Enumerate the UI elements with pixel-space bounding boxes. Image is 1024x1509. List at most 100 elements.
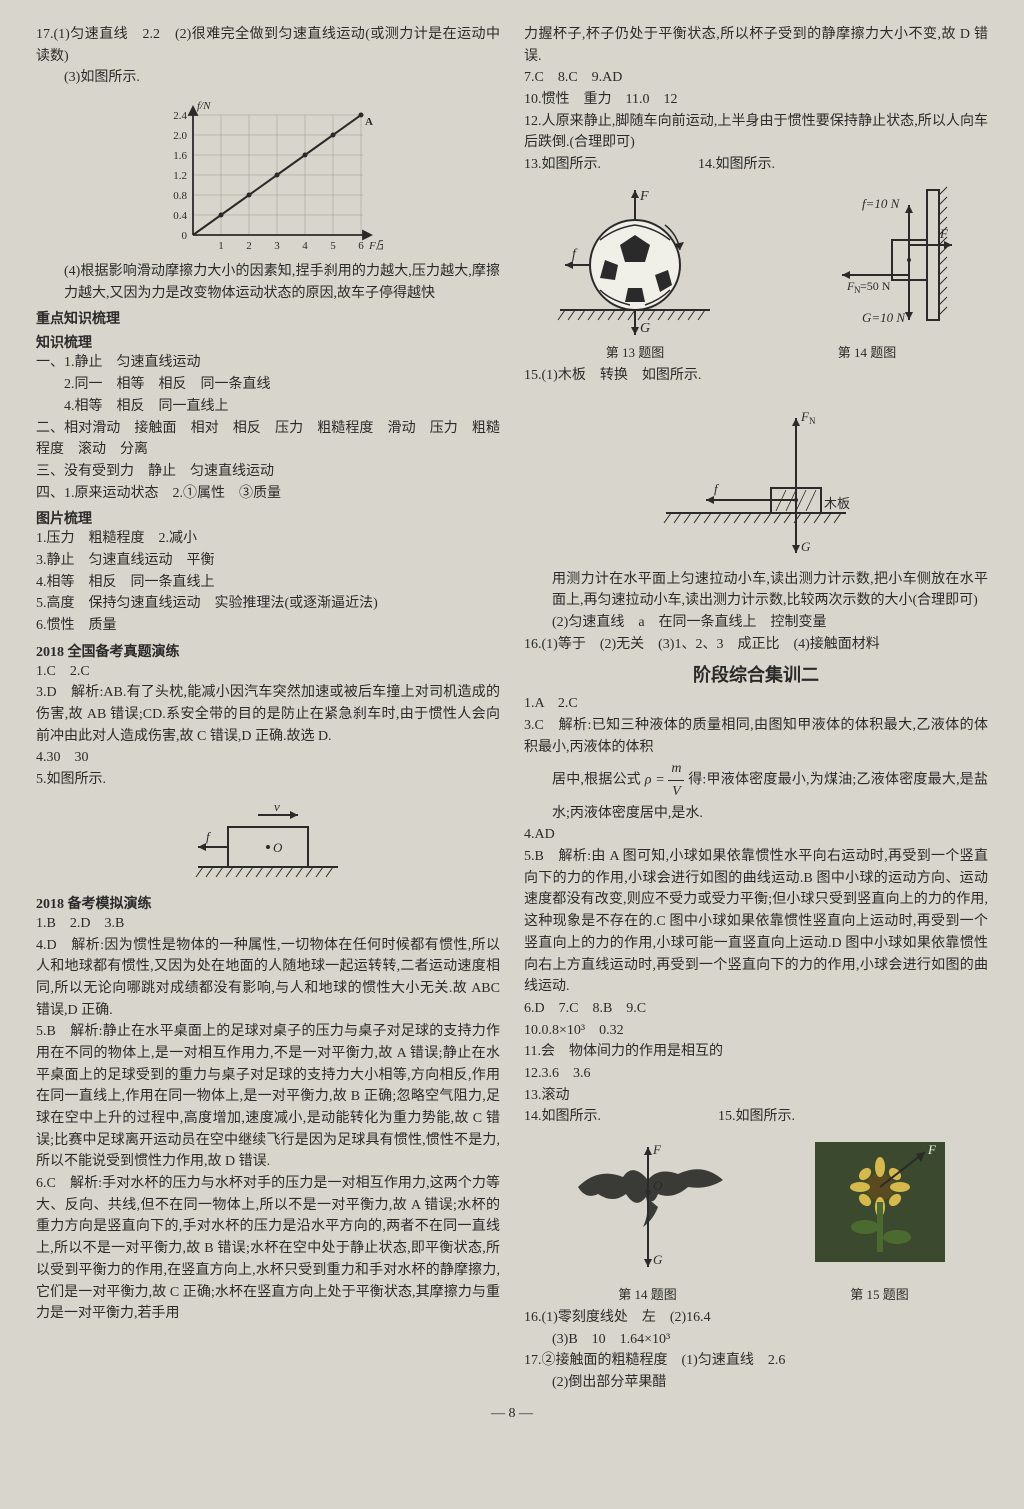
p1: 1.压力 粗糙程度 2.减小 <box>36 528 500 550</box>
b11: 11.会 物体间力的作用是相互的 <box>524 1041 988 1063</box>
b6: 6.D 7.C 8.B 9.C <box>524 998 988 1020</box>
svg-text:1.2: 1.2 <box>173 170 187 182</box>
svg-text:O: O <box>653 1178 663 1193</box>
svg-text:2.4: 2.4 <box>173 110 187 122</box>
svg-text:O: O <box>273 840 283 855</box>
svg-text:0.4: 0.4 <box>173 210 187 222</box>
b3: 3.C 解析:已知三种液体的质量相同,由图知甲液体的体积最大,乙液体的体积最小,… <box>524 715 988 758</box>
left-column: 17.(1)匀速直线 2.2 (2)很难完全做到匀速直线运动(或测力计是在运动中… <box>36 24 500 1394</box>
svg-text:F: F <box>939 226 949 241</box>
svg-text:2: 2 <box>246 240 252 252</box>
q17-line1: 17.(1)匀速直线 2.2 (2)很难完全做到匀速直线运动(或测力计是在运动中… <box>36 24 500 67</box>
svg-text:1.6: 1.6 <box>173 150 187 162</box>
b17b: (2)倒出部分苹果醋 <box>524 1372 988 1394</box>
a15b: 用测力计在水平面上匀速拉动小车,读出测力计示数,把小车侧放在水平面上,再匀速拉动… <box>524 569 988 612</box>
svg-text:1: 1 <box>218 240 224 252</box>
i1b: 2.同一 相等 相反 同一条直线 <box>36 374 500 396</box>
i1a: 一、1.静止 匀速直线运动 <box>36 352 500 374</box>
svg-text:G=10 N: G=10 N <box>862 310 906 325</box>
bkmn-title: 2018 备考模拟演练 <box>36 893 500 913</box>
right-column: 力握杯子,杯子仍处于平衡状态,所以杯子受到的静摩擦力大小不变,故 D 错误. 7… <box>524 24 988 1394</box>
q17-line2: (3)如图所示. <box>36 67 500 89</box>
b16: 16.(1)零刻度线处 左 (2)16.4 <box>524 1307 988 1329</box>
svg-text:F: F <box>639 189 649 204</box>
a789: 7.C 8.C 9.AD <box>524 67 988 89</box>
a3: 3.D 解析:AB.有了头枕,能减小因汽车突然加速或被后车撞上对司机造成的伤害,… <box>36 682 500 747</box>
svg-text:6: 6 <box>358 240 364 252</box>
fig15b: F 第 15 题图 <box>805 1132 955 1303</box>
svg-text:0: 0 <box>182 230 188 242</box>
a5-diagram: O v f <box>36 797 500 887</box>
b1: 1.A 2.C <box>524 693 988 715</box>
svg-text:G: G <box>801 539 811 554</box>
fig14: f=10 N F F N =50 N G=10 N 第 14 题图 <box>772 180 962 361</box>
a5: 5.如图所示. <box>36 769 500 791</box>
i2: 二、相对滑动 接触面 相对 相反 压力 粗糙程度 滑动 压力 粗糙程度 滚动 分… <box>36 418 500 461</box>
svg-text:5: 5 <box>330 240 336 252</box>
p6: 6.惯性 质量 <box>36 615 500 637</box>
svg-text:F压/N: F压/N <box>368 240 383 252</box>
a12: 12.人原来静止,脚随车向前运动,上半身由于惯性要保持静止状态,所以人向车后跌倒… <box>524 111 988 154</box>
bkzt-title: 2018 全国备考真题演练 <box>36 641 500 661</box>
tpll-title: 图片梳理 <box>36 508 500 528</box>
fig14b-15b-row: O F G 第 14 题图 <box>524 1132 988 1303</box>
m6: 6.C 解析:手对水杯的压力与水杯对手的压力是一对相互作用力,这两个力等大、反向… <box>36 1173 500 1325</box>
big-title: 阶段综合集训二 <box>524 661 988 687</box>
svg-text:2.0: 2.0 <box>173 130 187 142</box>
a1: 1.C 2.C <box>36 661 500 683</box>
a10: 10.惯性 重力 11.0 12 <box>524 89 988 111</box>
p4: 4.相等 相反 同一条直线上 <box>36 572 500 594</box>
b14-15-row: 14.如图所示. 15.如图所示. <box>524 1106 988 1128</box>
cap14: 第 14 题图 <box>838 342 897 361</box>
b3b: 居中,根据公式 ρ = m V 得:甲液体密度最小,为煤油;乙液体密度最大,是盐… <box>524 758 988 824</box>
svg-text:4: 4 <box>302 240 308 252</box>
b17: 17.②接触面的粗糙程度 (1)匀速直线 2.6 <box>524 1350 988 1372</box>
svg-text:F: F <box>652 1142 662 1157</box>
i1c: 4.相等 相反 同一直线上 <box>36 396 500 418</box>
b3b-pre: 居中,根据公式 <box>552 773 641 788</box>
i3: 三、没有受到力 静止 匀速直线运动 <box>36 461 500 483</box>
b13: 13.滚动 <box>524 1085 988 1107</box>
b10: 10.0.8×10³ 0.32 <box>524 1020 988 1042</box>
b4: 4.AD <box>524 824 988 846</box>
page-container: 17.(1)匀速直线 2.2 (2)很难完全做到匀速直线运动(或测力计是在运动中… <box>36 24 988 1394</box>
a16: 16.(1)等于 (2)无关 (3)1、2、3 成正比 (4)接触面材料 <box>524 634 988 656</box>
b14: 14.如图所示. <box>524 1109 601 1124</box>
a13-14-row: 13.如图所示. 14.如图所示. <box>524 154 988 176</box>
svg-text:3: 3 <box>274 240 280 252</box>
m4: 4.D 解析:因为惯性是物体的一种属性,一切物体在任何时候都有惯性,所以人和地球… <box>36 935 500 1022</box>
svg-text:=50 N: =50 N <box>860 279 891 293</box>
svg-text:N: N <box>809 416 816 426</box>
svg-text:f=10 N: f=10 N <box>862 196 901 211</box>
fig15: 木板 F N f G <box>524 393 988 563</box>
svg-text:f/N: f/N <box>197 100 211 112</box>
b16b: (3)B 10 1.64×10³ <box>524 1329 988 1351</box>
b12: 12.3.6 3.6 <box>524 1063 988 1085</box>
q17-chart: 0 0.4 0.8 1.2 1.6 2.0 2.4 1 2 3 4 5 6 f/… <box>36 95 500 255</box>
a13: 13.如图所示. <box>524 157 601 172</box>
fig14b: O F G 第 14 题图 <box>558 1132 738 1303</box>
a15: 15.(1)木板 转换 如图所示. <box>524 365 988 387</box>
a15c: (2)匀速直线 a 在同一条直线上 控制变量 <box>524 612 988 634</box>
i4: 四、1.原来运动状态 2.①属性 ③质量 <box>36 483 500 505</box>
p5: 5.高度 保持匀速直线运动 实验推理法(或逐渐逼近法) <box>36 593 500 615</box>
a14: 14.如图所示. <box>698 157 775 172</box>
svg-text:0.8: 0.8 <box>173 190 187 202</box>
b15: 15.如图所示. <box>718 1109 795 1124</box>
svg-text:G: G <box>653 1252 663 1267</box>
a4: 4.30 30 <box>36 747 500 769</box>
m1: 1.B 2.D 3.B <box>36 913 500 935</box>
p3: 3.静止 匀速直线运动 平衡 <box>36 550 500 572</box>
svg-text:木板: 木板 <box>824 496 850 511</box>
cap15b: 第 15 题图 <box>850 1284 909 1303</box>
svg-text:G: G <box>640 321 650 336</box>
zsll-title: 知识梳理 <box>36 332 500 352</box>
cap13: 第 13 题图 <box>606 342 665 361</box>
cont6: 力握杯子,杯子仍处于平衡状态,所以杯子受到的静摩擦力大小不变,故 D 错误. <box>524 24 988 67</box>
b5: 5.B 解析:由 A 图可知,小球如果依靠惯性水平向右运动时,再受到一个竖直向下… <box>524 846 988 998</box>
m5: 5.B 解析:静止在水平桌面上的足球对桌子的压力与桌子对足球的支持力作用在不同的… <box>36 1021 500 1173</box>
svg-text:A: A <box>365 116 373 128</box>
q17-line3: (4)根据影响滑动摩擦力大小的因素知,捏手刹用的力越大,压力越大,摩擦力越大,又… <box>36 261 500 304</box>
zdzs-title: 重点知识梳理 <box>36 308 500 328</box>
fig13-14-row: F f G 第 13 题图 <box>524 180 988 361</box>
